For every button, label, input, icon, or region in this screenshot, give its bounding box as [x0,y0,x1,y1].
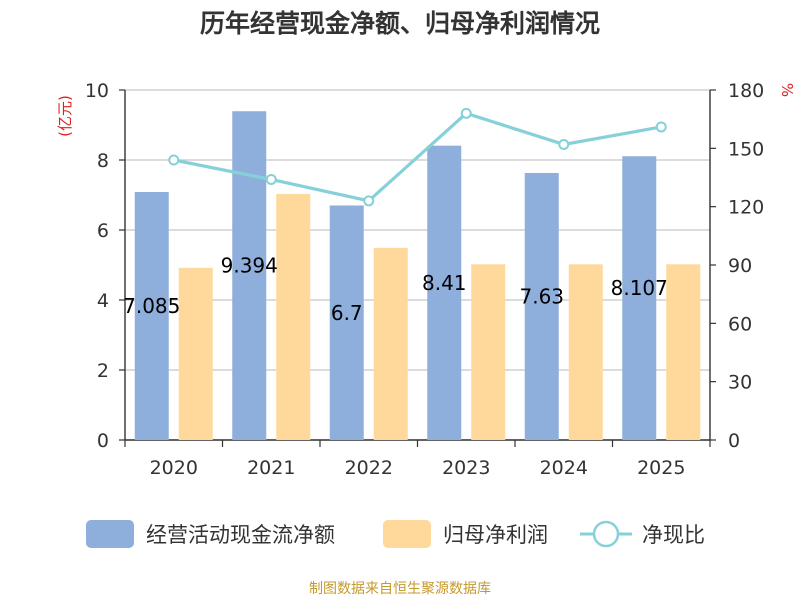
chart-title: 历年经营现金净额、归母净利润情况 [199,9,600,38]
legend-swatch-net-profit [383,520,431,548]
right-axis-unit: % [778,83,796,97]
left-tick-label: 0 [97,430,109,452]
data-label: 9.394 [221,254,278,278]
ratio-polyline [173,111,662,203]
x-tick-label: 2024 [540,457,588,479]
left-tick-label: 6 [97,220,109,242]
x-tick-label: 2020 [150,457,198,479]
right-tick-label: 180 [728,80,764,102]
legend-label-net-profit: 归母净利润 [443,523,548,547]
bar-cash-flow [427,145,462,440]
bar-net-profit [276,193,311,440]
bar-cash-flow [622,156,657,440]
data-label: 8.107 [611,276,668,300]
right-tick-label: 90 [728,255,752,277]
ratio-point [655,121,667,133]
right-tick-label: 60 [728,313,752,335]
data-label: 7.63 [519,284,564,308]
axes: 0 2 4 6 8 10 0 30 60 90 120 150 180 (亿元)% 2020 2021 2022… [56,80,796,479]
legend-marker-ratio [592,520,620,548]
legend-label-ratio: 净现比 [642,523,705,547]
x-tick-label: 2023 [442,457,490,479]
right-tick-label: 0 [728,430,740,452]
bars [134,111,701,441]
x-tick-label: 2022 [345,457,393,479]
bar-net-profit [471,264,506,440]
left-axis-unit: (亿元) [56,95,74,137]
left-tick-label: 8 [97,150,109,172]
bar-cash-flow [134,192,169,440]
left-tick-label: 4 [97,290,109,312]
bar-net-profit [666,264,701,440]
bar-cash-flow [524,172,559,440]
ratio-point [460,107,472,119]
bar-net-profit [373,247,408,440]
left-tick-label: 2 [97,360,109,382]
left-tick-label: 10 [85,80,109,102]
ratio-line [168,107,667,207]
bar-cash-flow [329,205,364,440]
ratio-point [265,173,277,185]
legend-label-cash-flow: 经营活动现金流净额 [146,523,335,547]
data-label: 6.7 [331,301,363,325]
right-tick-label: 150 [728,138,764,160]
ratio-point [168,154,180,166]
bar-cash-flow [232,111,267,441]
ratio-point [558,138,570,150]
x-tick-label: 2021 [247,457,295,479]
x-tick-label: 2025 [637,457,685,479]
right-tick-label: 30 [728,372,752,394]
right-tick-label: 120 [728,197,764,219]
legend: 经营活动现金流净额 归母净利润 净现比 [86,520,705,548]
source-footer: 制图数据来自恒生聚源数据库 [309,581,491,597]
data-labels: 7.085 9.394 6.7 8.41 7.63 8.107 [123,254,668,325]
bar-net-profit [568,264,603,440]
data-label: 7.085 [123,294,180,318]
ratio-point [363,195,375,207]
legend-swatch-cash-flow [86,520,134,548]
data-label: 8.41 [422,271,467,295]
bar-net-profit [178,267,213,440]
